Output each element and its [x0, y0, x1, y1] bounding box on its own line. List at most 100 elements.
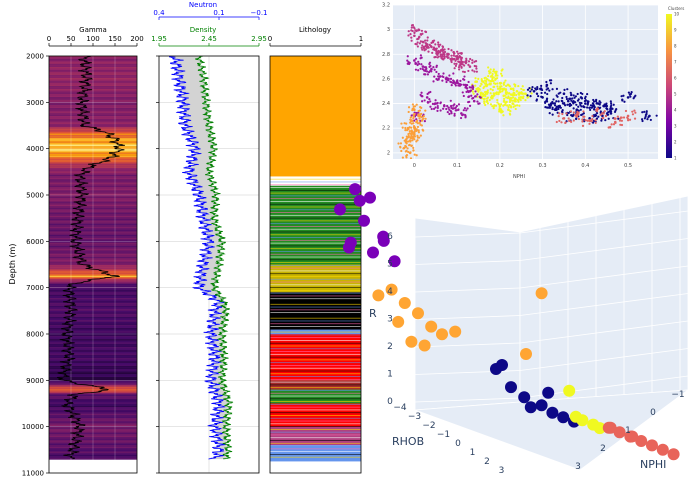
crossplot-2d-point	[491, 72, 494, 76]
crossplot-2d-point	[504, 103, 507, 106]
crossplot-2d-point	[467, 80, 470, 84]
crossplot-2d-point	[433, 68, 436, 71]
crossplot-2d-point	[429, 64, 432, 67]
crossplot-2d-point	[417, 69, 420, 72]
crossplot-2d-point	[501, 87, 504, 90]
crossplot-2d-point	[588, 106, 591, 109]
depth-axis: 2000 3000 4000 5000 6000 7000 8000 9000 10000 110…	[22, 53, 49, 478]
crossplot-2d-point	[551, 88, 554, 91]
crossplot-2d-point	[471, 87, 475, 91]
lithology-stripe	[270, 295, 361, 297]
crossplot-2d-point	[397, 142, 400, 145]
crossplot-2d-point	[577, 117, 581, 121]
depth-tick-label: 3000	[26, 99, 44, 107]
crossplot-2d-point	[646, 118, 649, 121]
crossplot-2d-point	[551, 106, 554, 109]
crossplot-2d-point	[645, 110, 648, 113]
3d-rhob-tick-label: 1	[470, 448, 476, 458]
crossplot-2d-point	[467, 69, 470, 73]
crossplot-2d-point	[486, 96, 490, 99]
crossplot-2d-point	[410, 126, 413, 129]
crossplot-2d-point	[416, 136, 420, 139]
crossplot-2d-point	[413, 127, 416, 130]
crossplot-2d-point	[609, 126, 612, 129]
crossplot-2d-point	[508, 92, 511, 95]
3d-point	[496, 359, 508, 371]
crossplot-2d-point	[413, 34, 416, 38]
lithology-stripe	[270, 376, 361, 377]
crossplot-2d-points	[397, 24, 658, 159]
crossplot-2d-point	[454, 107, 457, 110]
crossplot-2d-point	[517, 96, 521, 99]
crossplot-2d-point	[490, 75, 493, 78]
crossplot-2d-point	[420, 119, 424, 122]
lithology-stripe	[270, 289, 361, 291]
crossplot-2d-point	[406, 59, 409, 62]
crossplot-2d-point	[582, 115, 585, 118]
crossplot-2d-ytick: 3	[387, 27, 390, 33]
crossplot-2d-point	[418, 28, 421, 32]
crossplot-2d-point	[589, 104, 593, 107]
crossplot-2d-point	[442, 52, 446, 56]
3d-point	[364, 191, 376, 204]
crossplot-2d-point	[620, 123, 624, 127]
crossplot-2d-point	[591, 121, 595, 124]
crossplot-2d-point	[514, 97, 517, 100]
crossplot-2d-point	[613, 117, 616, 120]
crossplot-2d-point	[509, 93, 512, 96]
crossplot-2d-point	[424, 109, 427, 112]
3d-point	[418, 339, 431, 352]
crossplot-2d-xtick: 0.5	[624, 163, 632, 169]
crossplot-2d-point	[436, 51, 439, 55]
crossplot-2d-point	[586, 119, 589, 122]
3d-point	[613, 426, 626, 439]
crossplot-2d-point	[437, 41, 440, 44]
crossplot-2d-point	[401, 126, 404, 129]
crossplot-2d-point	[436, 101, 439, 105]
crossplot-2d-ytick: 2.4	[382, 101, 390, 107]
crossplot-2d-point	[502, 114, 505, 117]
crossplot-2d-point	[532, 89, 536, 93]
lithology-stripe	[270, 348, 361, 350]
crossplot-2d-point	[500, 111, 503, 114]
crossplot-2d-point	[427, 46, 430, 49]
lithology-stripe	[270, 264, 361, 266]
crossplot-2d-point	[445, 80, 448, 84]
crossplot-2d-point	[426, 70, 429, 73]
gamma-x-axis: 0 50 100 150 200	[47, 35, 144, 47]
lithology-stripe	[270, 445, 361, 447]
crossplot-2d-point	[595, 117, 598, 120]
density-tick-label: 2.95	[251, 35, 267, 43]
crossplot-2d-point	[443, 48, 446, 51]
depth-tick-label: 10000	[22, 423, 44, 431]
crossplot-2d-point	[446, 104, 449, 108]
crossplot-2d-point	[647, 116, 650, 119]
crossplot-2d-point	[595, 102, 598, 105]
lithology-stripe	[270, 237, 361, 238]
crossplot-2d-point	[409, 33, 412, 36]
crossplot-2d-point	[581, 124, 585, 127]
crossplot-2d-point	[410, 29, 413, 32]
crossplot-2d-point	[655, 114, 658, 117]
crossplot-2d-point	[427, 50, 430, 53]
neutron-curve	[169, 56, 226, 460]
3d-point	[385, 283, 398, 296]
crossplot-2d-point	[447, 47, 450, 51]
crossplot-2d-point	[429, 105, 432, 108]
crossplot-2d-point	[472, 96, 475, 100]
3d-gridline	[519, 348, 689, 371]
3d-gridline	[414, 370, 521, 375]
density-x-axis: 1.95 2.45 2.95	[151, 35, 267, 47]
crossplot-2d-point	[620, 95, 623, 98]
crossplot-2d-point	[417, 111, 420, 114]
crossplot-2d-xtick: 0.3	[539, 163, 547, 169]
lithology-stripe	[270, 395, 361, 397]
crossplot-2d-point	[598, 103, 601, 106]
crossplot-2d-point	[582, 110, 585, 113]
crossplot-2d-point	[514, 85, 517, 88]
crossplot-2d-point	[623, 100, 626, 103]
crossplot-2d-point	[471, 61, 474, 64]
neutron-tick-label: −0.1	[251, 9, 268, 17]
crossplot-2d-point	[415, 43, 418, 46]
